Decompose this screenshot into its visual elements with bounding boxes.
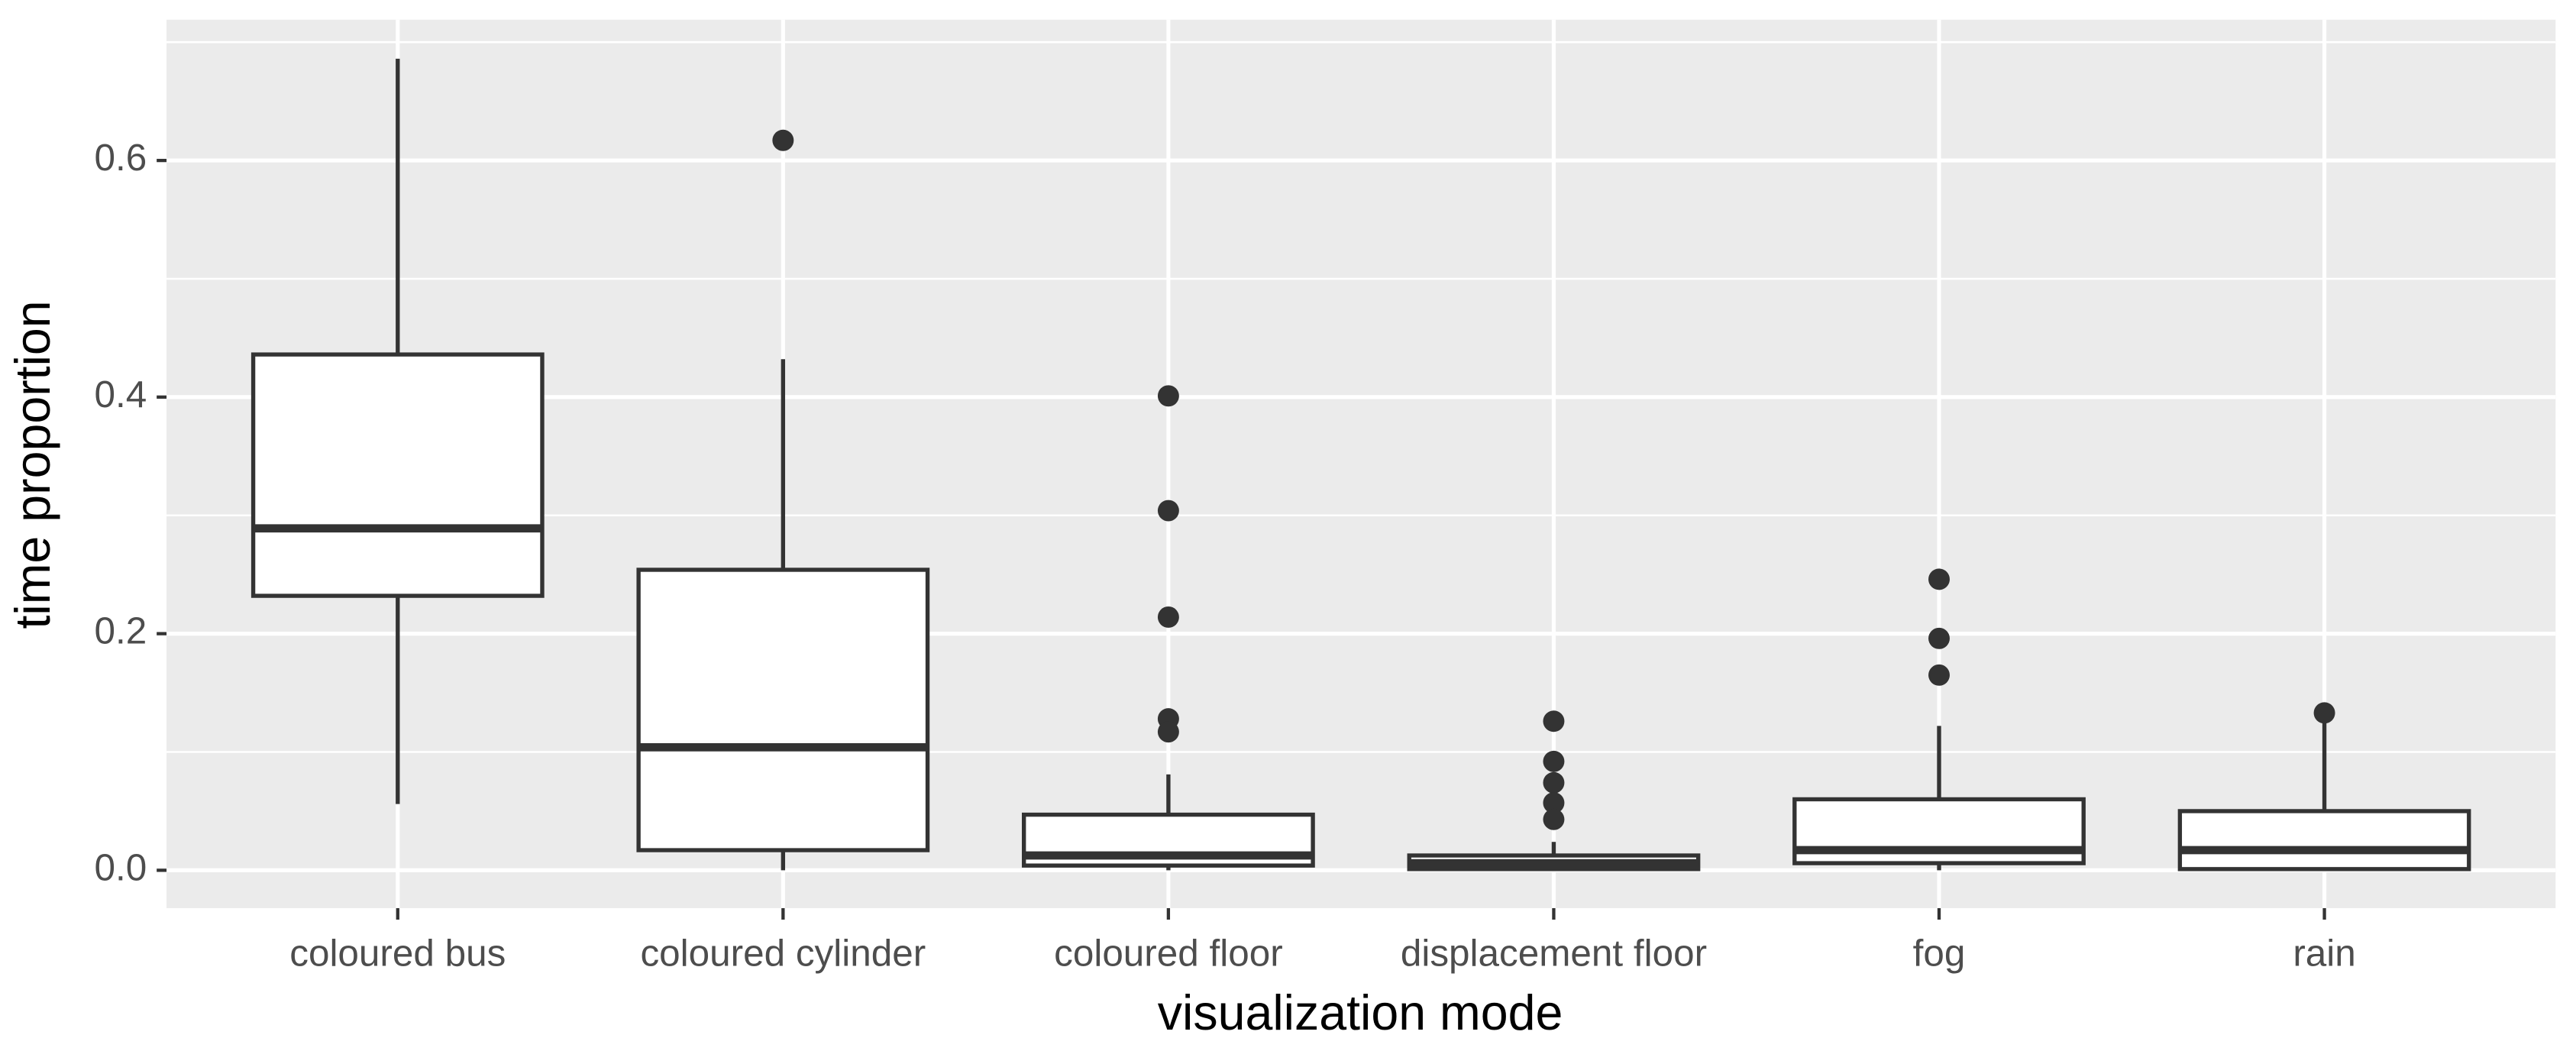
outlier [1928, 627, 1950, 649]
outlier [1157, 500, 1179, 522]
y-tick-label: 0.6 [95, 137, 147, 179]
outlier [2313, 702, 2335, 724]
box [636, 568, 930, 852]
x-tick-label: fog [1913, 932, 1966, 974]
x-tick-label: coloured cylinder [640, 932, 926, 974]
outlier [1543, 710, 1565, 732]
outlier [1543, 808, 1565, 830]
outlier [1543, 771, 1565, 794]
x-tick-label: coloured bus [289, 932, 506, 974]
box [2177, 809, 2471, 872]
x-tick-label: rain [2293, 932, 2355, 974]
x-tick-label: displacement floor [1401, 932, 1707, 974]
y-tick-label: 0.2 [95, 610, 147, 652]
outlier [1157, 606, 1179, 628]
x-tick-label: coloured floor [1054, 932, 1283, 974]
outlier [1543, 750, 1565, 772]
x-axis-title: visualization mode [1158, 985, 1563, 1040]
y-axis-title: time proportion [5, 300, 60, 629]
outlier [1543, 792, 1565, 814]
panel [166, 19, 2556, 908]
outlier [1928, 664, 1950, 686]
marks [250, 58, 2471, 872]
outlier [772, 129, 794, 151]
outlier [1157, 385, 1179, 407]
outlier [1157, 721, 1179, 743]
y-tick-label: 0.4 [95, 374, 147, 416]
y-tick-label: 0.0 [95, 846, 147, 888]
box [250, 352, 545, 598]
outlier [1928, 568, 1950, 590]
